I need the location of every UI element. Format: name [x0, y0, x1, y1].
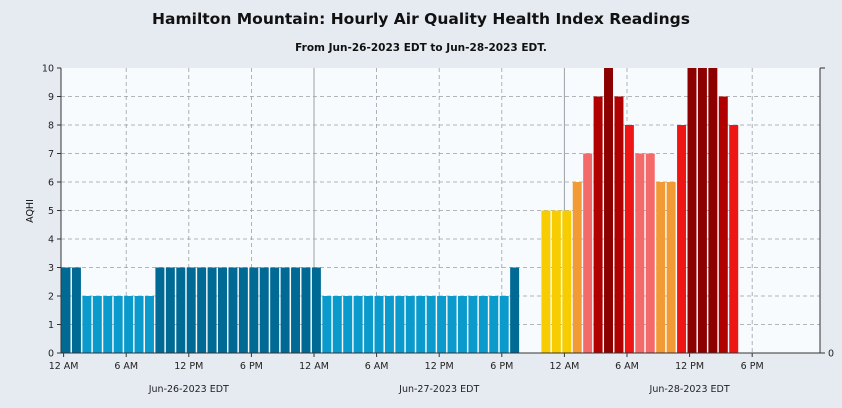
- y-tick-label: 2: [48, 292, 54, 303]
- aqhi-bar: [280, 267, 290, 353]
- x-tick-label: 6 AM: [365, 361, 389, 372]
- aqhi-bar: [583, 153, 593, 353]
- aqhi-bar: [311, 267, 321, 353]
- aqhi-bar: [510, 267, 520, 353]
- aqhi-bar: [489, 296, 499, 353]
- x-tick-label: 6 PM: [240, 361, 263, 372]
- x-tick-label: 6 AM: [114, 361, 138, 372]
- y-axis-label: AQHI: [25, 199, 36, 223]
- x-tick-label: 12 AM: [299, 361, 329, 372]
- y-tick-label: 3: [48, 263, 54, 274]
- aqhi-bar: [666, 182, 676, 353]
- aqhi-bar: [551, 210, 561, 353]
- aqhi-bar: [322, 296, 332, 353]
- day-label: Jun-26-2023 EDT: [148, 384, 229, 395]
- aqhi-bar: [687, 68, 697, 353]
- aqhi-bar: [364, 296, 374, 353]
- aqhi-bar: [447, 296, 457, 353]
- aqhi-bar: [457, 296, 467, 353]
- aqhi-bar: [541, 210, 551, 353]
- aqhi-bar: [395, 296, 405, 353]
- aqhi-bar: [144, 296, 154, 353]
- aqhi-bar: [562, 210, 572, 353]
- y-tick-label: 1: [48, 320, 54, 331]
- aqhi-bar: [155, 267, 165, 353]
- aqhi-bar: [478, 296, 488, 353]
- aqhi-bar: [729, 125, 739, 353]
- aqhi-bar: [113, 296, 123, 353]
- aqhi-bar: [677, 125, 687, 353]
- x-tick-label: 6 PM: [741, 361, 764, 372]
- aqhi-bar: [708, 68, 718, 353]
- x-tick-label: 12 PM: [675, 361, 704, 372]
- aqhi-bar: [238, 267, 248, 353]
- chart-title: Hamilton Mountain: Hourly Air Quality He…: [152, 10, 690, 28]
- aqhi-bar: [124, 296, 134, 353]
- aqhi-bar: [134, 296, 144, 353]
- x-tick-label: 12 AM: [549, 361, 579, 372]
- aqhi-bar: [697, 68, 707, 353]
- aqhi-bar: [270, 267, 280, 353]
- x-tick-label: 6 PM: [490, 361, 513, 372]
- aqhi-bar: [165, 267, 175, 353]
- y-tick-label: 8: [48, 121, 54, 132]
- aqhi-bar: [614, 96, 624, 353]
- x-tick-label: 6 AM: [615, 361, 639, 372]
- aqhi-bar: [61, 267, 71, 353]
- day-label: Jun-27-2023 EDT: [398, 384, 479, 395]
- aqhi-bar: [426, 296, 436, 353]
- aqhi-bar: [71, 267, 81, 353]
- x-tick-label: 12 PM: [174, 361, 203, 372]
- aqhi-bar: [405, 296, 415, 353]
- aqhi-bar: [186, 267, 196, 353]
- aqhi-bar: [718, 96, 728, 353]
- aqhi-bar: [656, 182, 666, 353]
- aqhi-bar: [228, 267, 238, 353]
- aqhi-bar: [635, 153, 645, 353]
- aqhi-bar: [468, 296, 478, 353]
- y-tick-label: 5: [48, 206, 54, 217]
- aqhi-bar: [291, 267, 301, 353]
- y-tick-label: 6: [48, 178, 54, 189]
- y-tick-label: 7: [48, 149, 54, 160]
- y-tick-label: 10: [42, 64, 54, 75]
- aqhi-bar: [301, 267, 311, 353]
- chart-subtitle: From Jun-26-2023 EDT to Jun-28-2023 EDT.: [295, 42, 547, 54]
- aqhi-bar: [353, 296, 363, 353]
- aqhi-bar: [176, 267, 186, 353]
- right-axis-label: 0: [828, 349, 834, 360]
- aqhi-bar: [572, 182, 582, 353]
- aqhi-bar: [645, 153, 655, 353]
- aqhi-bar: [499, 296, 509, 353]
- aqhi-bar: [103, 296, 113, 353]
- aqhi-bar: [437, 296, 447, 353]
- aqhi-bar: [218, 267, 227, 353]
- aqhi-bar: [343, 296, 353, 353]
- aqhi-bar: [197, 267, 207, 353]
- aqhi-bar: [92, 296, 102, 353]
- aqhi-bar: [249, 267, 259, 353]
- y-tick-label: 0: [48, 349, 54, 360]
- aqhi-bar: [593, 96, 603, 353]
- day-label: Jun-28-2023 EDT: [649, 384, 730, 395]
- aqhi-bar: [259, 267, 269, 353]
- x-tick-label: 12 AM: [49, 361, 79, 372]
- aqhi-bar: [374, 296, 384, 353]
- aqhi-bar: [384, 296, 394, 353]
- y-tick-label: 4: [48, 235, 54, 246]
- aqhi-bar: [604, 68, 614, 353]
- aqhi-bar: [207, 267, 217, 353]
- x-tick-label: 12 PM: [425, 361, 454, 372]
- aqhi-bar: [624, 125, 634, 353]
- aqhi-bar: [332, 296, 342, 353]
- aqhi-bar: [82, 296, 92, 353]
- y-tick-label: 9: [48, 92, 54, 103]
- aqhi-bar: [416, 296, 426, 353]
